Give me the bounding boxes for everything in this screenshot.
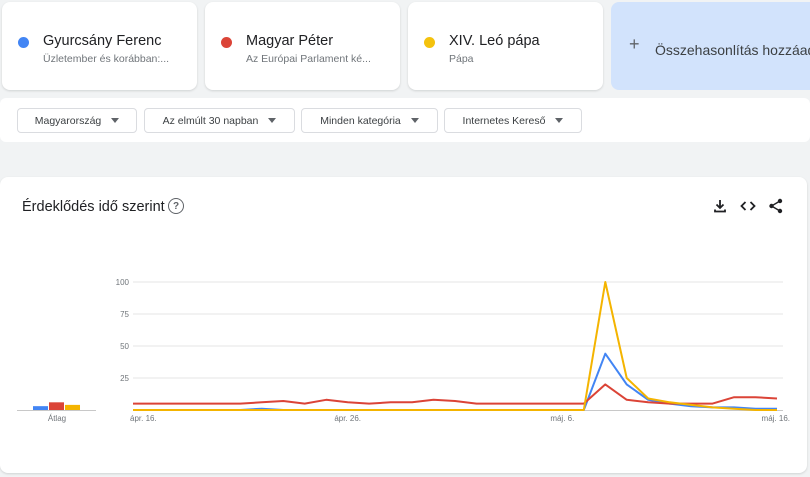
embed-code-icon[interactable] <box>739 197 757 215</box>
average-bars: Átlag <box>17 402 96 423</box>
series-color-dot <box>221 37 232 48</box>
category-value: Minden kategória <box>320 114 401 127</box>
help-icon[interactable]: ? <box>168 198 184 214</box>
x-tick-label: ápr. 26. <box>334 414 361 423</box>
download-icon[interactable] <box>711 197 729 215</box>
x-tick-label: máj. 16. <box>762 414 790 423</box>
region-value: Magyarország <box>34 114 102 127</box>
chart-gridlines <box>133 281 783 411</box>
term-name: Gyurcsány Ferenc <box>43 33 162 49</box>
y-tick-label: 25 <box>120 374 129 383</box>
term-card-magyar[interactable]: Magyar Péter Az Európai Parlament ké... <box>205 2 400 90</box>
panel-title: Érdeklődés idő szerint <box>22 199 165 215</box>
caret-down-icon <box>268 118 277 123</box>
region-dropdown[interactable]: Magyarország <box>17 108 137 133</box>
caret-down-icon <box>410 118 419 123</box>
share-icon[interactable] <box>767 197 785 215</box>
time-range-dropdown[interactable]: Az elmúlt 30 napban <box>144 108 295 133</box>
term-subtitle: Pápa <box>449 53 474 65</box>
y-tick-label: 75 <box>120 310 129 319</box>
y-tick-label: 50 <box>120 342 129 351</box>
series-line-1[interactable] <box>133 383 778 405</box>
term-card-leo[interactable]: XIV. Leó pápa Pápa <box>408 2 603 90</box>
compare-terms-row: Gyurcsány Ferenc Üzletember és korábban:… <box>0 0 810 92</box>
x-tick-label: ápr. 16. <box>130 414 157 423</box>
term-name: XIV. Leó pápa <box>449 33 540 49</box>
chart-series <box>133 281 778 411</box>
term-name: Magyar Péter <box>246 33 334 49</box>
term-subtitle: Üzletember és korábban:... <box>43 53 170 65</box>
add-comparison-label: Összehasonlítás hozzáadása <box>655 42 810 58</box>
average-bar[interactable] <box>65 404 80 410</box>
series-color-dot <box>424 37 435 48</box>
plus-icon: + <box>629 34 640 54</box>
series-color-dot <box>18 37 29 48</box>
time-range-value: Az elmúlt 30 napban <box>162 114 259 127</box>
y-axis-ticks: 100 75 50 25 <box>116 278 130 383</box>
category-dropdown[interactable]: Minden kategória <box>301 108 438 133</box>
term-subtitle: Az Európai Parlament ké... <box>246 53 371 65</box>
series-line-2[interactable] <box>133 281 777 411</box>
average-label: Átlag <box>48 414 66 423</box>
interest-over-time-panel: Érdeklődés idő szerint ? <box>0 177 807 473</box>
search-property-value: Internetes Kereső <box>462 114 546 127</box>
x-axis-ticks: ápr. 16. ápr. 26. máj. 6. máj. 16. <box>130 414 790 423</box>
x-tick-label: máj. 6. <box>550 414 574 423</box>
caret-down-icon <box>555 118 564 123</box>
y-tick-label: 100 <box>116 278 130 287</box>
caret-down-icon <box>111 118 120 123</box>
search-property-dropdown[interactable]: Internetes Kereső <box>444 108 582 133</box>
add-comparison-button[interactable]: + Összehasonlítás hozzáadása <box>611 2 810 90</box>
average-bar[interactable] <box>49 402 64 410</box>
term-card-gyurcsany[interactable]: Gyurcsány Ferenc Üzletember és korábban:… <box>2 2 197 90</box>
average-bar[interactable] <box>33 406 48 410</box>
filter-bar: Magyarország Az elmúlt 30 napban Minden … <box>0 98 810 142</box>
